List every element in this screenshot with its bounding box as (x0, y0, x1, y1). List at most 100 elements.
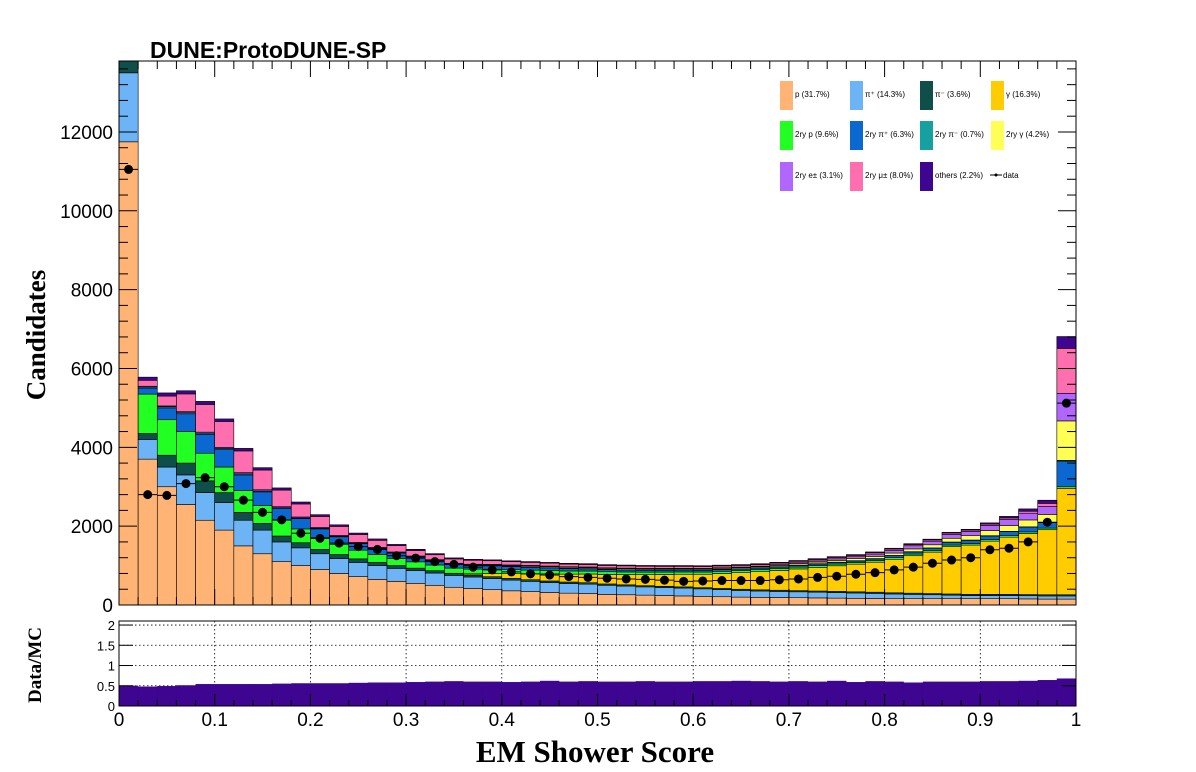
bar (597, 564, 617, 566)
data-point (1004, 543, 1014, 553)
series-10 (137, 336, 1077, 567)
bar (884, 552, 905, 556)
x-tick-label: 0.8 (871, 710, 897, 731)
bar (310, 516, 330, 528)
bar (520, 591, 541, 606)
ratio-bar (233, 684, 253, 706)
bar (616, 571, 637, 575)
ratio-y-tick-label: 2 (108, 618, 115, 633)
bar (348, 534, 369, 543)
bar (176, 504, 196, 606)
bar (979, 530, 1000, 536)
ratio-bar (176, 685, 196, 706)
bar (424, 572, 445, 586)
bar (807, 597, 828, 606)
data-point (1042, 517, 1052, 527)
data-point (238, 495, 248, 505)
bar (386, 568, 407, 582)
data-point (602, 573, 612, 583)
bar (826, 556, 847, 558)
data-point (430, 557, 440, 567)
bar (635, 565, 656, 569)
ratio-bar (922, 681, 943, 706)
bar (137, 439, 158, 460)
ratio-bar (808, 681, 828, 706)
bar (941, 537, 962, 543)
series-3 (463, 488, 1077, 596)
ratio-bar (348, 682, 368, 706)
bar (578, 593, 598, 606)
bar (578, 583, 598, 594)
legend-item: p (31.7%) (780, 81, 830, 110)
legend-label: others (2.2%) (935, 171, 983, 180)
bar (252, 491, 273, 506)
bar (731, 590, 751, 598)
bar (692, 588, 713, 597)
bar (539, 582, 560, 593)
bar (1018, 519, 1039, 528)
bar (922, 544, 943, 549)
bar (1018, 595, 1039, 600)
bar (692, 565, 713, 567)
bar (673, 565, 694, 567)
bar (635, 594, 656, 606)
bar (501, 579, 522, 592)
legend-swatch (850, 81, 863, 110)
bar (348, 532, 369, 535)
bar (137, 380, 158, 387)
bar (271, 541, 292, 562)
data-point (947, 555, 957, 565)
y-axis-label: Candidates (21, 270, 51, 401)
bar (482, 578, 503, 590)
bar (960, 529, 981, 531)
bar (941, 546, 962, 595)
bar (960, 544, 981, 595)
ratio-bar (654, 681, 675, 706)
bar (941, 598, 962, 606)
bar (195, 492, 215, 521)
bar (233, 448, 254, 452)
bar (214, 418, 235, 422)
bar (769, 562, 790, 564)
bar (156, 419, 177, 456)
data-point (659, 575, 669, 585)
bar (750, 597, 771, 606)
bar (1056, 420, 1077, 461)
y-tick-label: 12000 (60, 123, 113, 144)
bar (176, 393, 196, 412)
ratio-bar (559, 681, 579, 706)
legend-swatch (850, 121, 863, 150)
ratio-bar (482, 681, 502, 706)
bar (922, 598, 943, 606)
bar (692, 596, 713, 606)
legend-item-data: data (990, 171, 1019, 180)
ratio-y-tick-label: 1.5 (97, 638, 115, 653)
ratio-bar (865, 681, 885, 706)
data-point (774, 575, 784, 585)
y-tick-label: 8000 (71, 281, 113, 302)
bar (539, 567, 560, 571)
data-point (736, 576, 746, 586)
bar (635, 565, 656, 567)
data-point (181, 479, 191, 489)
bar (960, 595, 981, 599)
data-point (468, 562, 478, 572)
bar (1037, 529, 1058, 596)
data-point (870, 568, 880, 578)
bar (922, 540, 943, 546)
bar (826, 597, 847, 606)
bar (903, 551, 924, 555)
bar (788, 560, 809, 562)
ratio-bar (540, 680, 560, 706)
bar (731, 596, 751, 606)
bar (616, 585, 637, 596)
bar (941, 531, 962, 534)
bar (731, 564, 751, 566)
bar (214, 492, 235, 503)
x-tick-label: 0.6 (680, 710, 706, 731)
bar (903, 543, 924, 545)
bar (979, 522, 1000, 525)
bar (176, 413, 196, 432)
bar (903, 545, 924, 550)
